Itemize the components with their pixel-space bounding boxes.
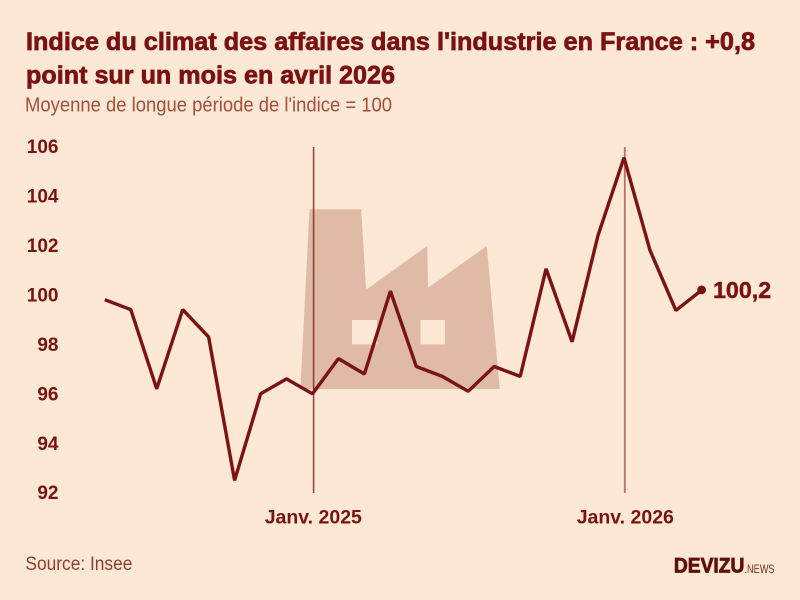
svg-text:100: 100 (27, 285, 59, 306)
svg-text:.NEWS: .NEWS (744, 563, 774, 576)
svg-text:92: 92 (37, 483, 58, 504)
svg-text:Source: Insee: Source: Insee (25, 553, 132, 575)
svg-text:98: 98 (37, 335, 58, 356)
svg-text:Janv. 2025: Janv. 2025 (265, 507, 362, 529)
svg-text:point sur un mois en avril 202: point sur un mois en avril 2026 (26, 61, 395, 89)
svg-text:Janv. 2026: Janv. 2026 (577, 507, 674, 529)
svg-text:102: 102 (27, 236, 59, 257)
svg-text:DEVIZU: DEVIZU (674, 554, 745, 578)
svg-text:94: 94 (37, 434, 59, 455)
svg-text:96: 96 (37, 384, 58, 405)
svg-text:100,2: 100,2 (713, 277, 771, 303)
svg-text:106: 106 (27, 137, 59, 158)
svg-text:Indice du climat des affaires: Indice du climat des affaires dans l'ind… (26, 28, 755, 56)
svg-text:Moyenne de longue période de l: Moyenne de longue période de l'indice = … (25, 95, 392, 117)
svg-text:104: 104 (27, 186, 59, 207)
